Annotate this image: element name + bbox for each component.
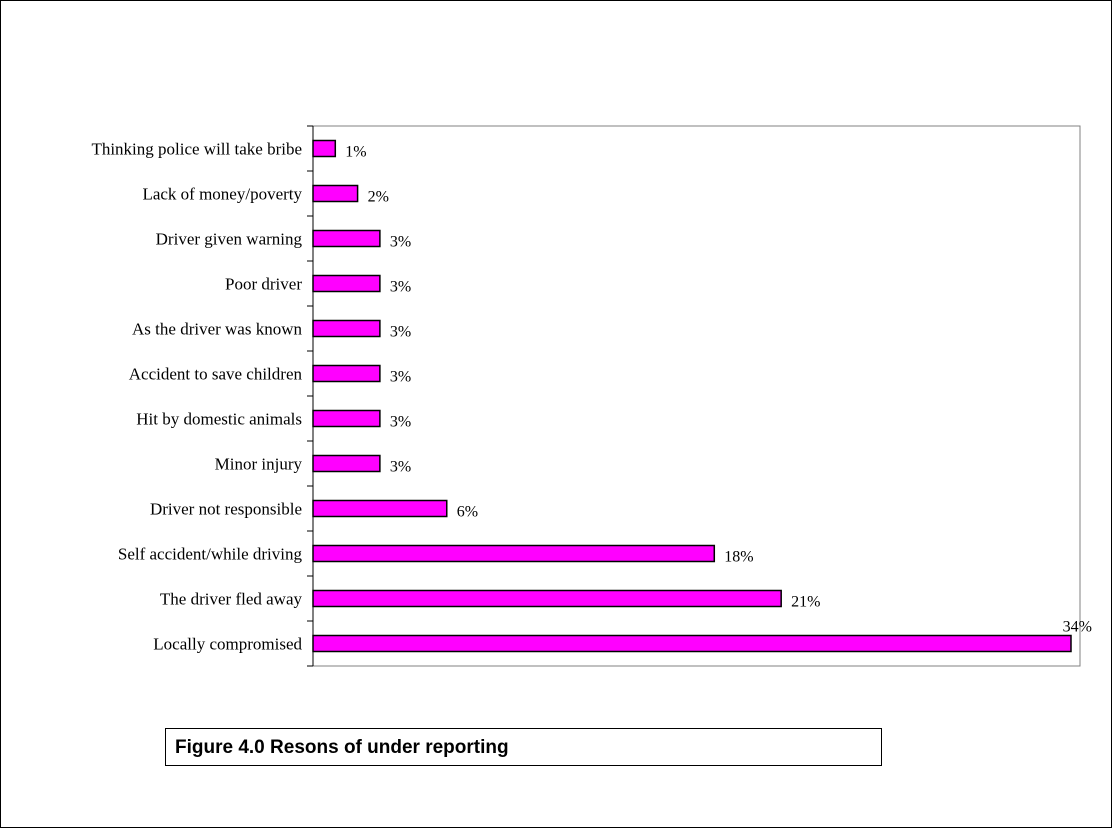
value-label: 6% (457, 504, 478, 521)
category-label: Locally compromised (153, 635, 302, 654)
category-label: Accident to save children (129, 365, 303, 384)
bar (312, 544, 716, 563)
bar (312, 589, 782, 608)
category-label: Driver given warning (156, 230, 303, 249)
value-label: 3% (390, 459, 411, 476)
category-label: Lack of money/poverty (142, 185, 302, 204)
bar (312, 319, 381, 338)
category-label: Minor injury (215, 455, 303, 474)
category-label: Driver not responsible (150, 500, 302, 519)
bar (312, 634, 1072, 653)
value-label: 2% (368, 189, 389, 206)
value-label: 3% (390, 234, 411, 251)
value-label: 3% (390, 414, 411, 431)
figure-caption: Figure 4.0 Resons of under reporting (175, 737, 509, 758)
value-label: 21% (791, 594, 820, 611)
bar (312, 454, 381, 473)
plot-area (312, 125, 1081, 667)
value-label: 3% (390, 279, 411, 296)
value-label: 1% (345, 144, 366, 161)
bar (312, 229, 381, 248)
value-label: 3% (390, 369, 411, 386)
bar (312, 139, 337, 158)
category-label: Thinking police will take bribe (91, 140, 302, 159)
category-label: The driver fled away (160, 590, 303, 609)
value-label: 3% (390, 324, 411, 341)
bar (312, 364, 381, 383)
bar (312, 184, 359, 203)
bar (312, 409, 381, 428)
value-label: 18% (724, 549, 753, 566)
bar (312, 274, 381, 293)
bars-layer: Thinking police will take bribe 1% Lack of… (91, 125, 1092, 667)
category-label: As the driver was known (132, 320, 302, 339)
bar (312, 499, 448, 518)
figure-caption-box: Figure 4.0 Resons of under reporting (165, 728, 882, 766)
category-label: Self accident/while driving (118, 545, 303, 564)
category-label: Poor driver (225, 275, 302, 294)
category-label: Hit by domestic animals (136, 410, 302, 429)
value-label: 34% (1063, 619, 1092, 636)
